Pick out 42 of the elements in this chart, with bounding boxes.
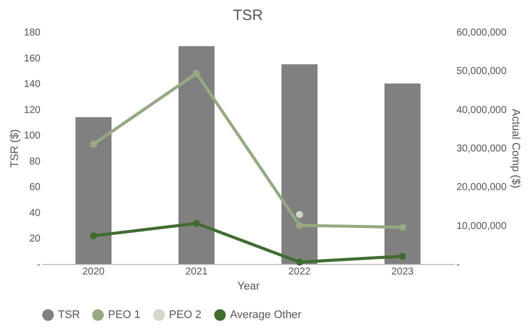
y2-tick-label: 30,000,000 [456,144,507,154]
y2-tick-label: 20,000,000 [456,182,507,194]
y-tick-label: 160 [24,53,41,64]
bar [384,84,420,264]
y-tick-label: 140 [24,79,41,90]
point [296,210,304,218]
y2-tick-label: 40,000,000 [456,104,507,116]
y2-tick-label: 50,000,000 [456,66,507,78]
legend-label: Average Other [230,309,302,321]
y2-tick-label: - [456,260,460,270]
y-tick-label: 100 [24,130,41,142]
legend-label: TSR [58,309,80,321]
bar [282,64,318,264]
y-tick-label: 80 [29,156,41,168]
point [90,140,98,148]
x-tick-label: 2023 [391,266,414,278]
x-axis-title: Year [237,280,260,292]
y-tick-label: 40 [29,208,41,219]
point [398,252,406,260]
x-tick-label: 2021 [185,266,208,278]
point [398,224,406,231]
point [192,70,200,77]
x-tick-label: 2020 [82,266,106,278]
chart-title: TSR [233,7,264,24]
x-tick-label: 2022 [288,266,312,278]
y-axis-title: TSR ($) [8,129,21,168]
legend-label: PEO 1 [108,309,140,321]
point [296,222,304,229]
y2-axis-title: Actual Comp ($) [510,108,522,188]
point [192,220,200,227]
y2-tick-label: 10,000,000 [456,220,507,232]
y-tick-label: 180 [24,28,41,38]
y-tick-label: - [37,260,40,270]
y-tick-label: 120 [24,104,41,116]
point [296,258,304,266]
bar [178,46,214,264]
point [90,232,98,240]
bar [76,117,112,264]
y-tick-label: 60 [29,182,41,194]
y2-tick-label: 60,000,000 [456,28,507,38]
y-tick-label: 20 [29,234,41,245]
legend-label: PEO 2 [169,309,202,321]
